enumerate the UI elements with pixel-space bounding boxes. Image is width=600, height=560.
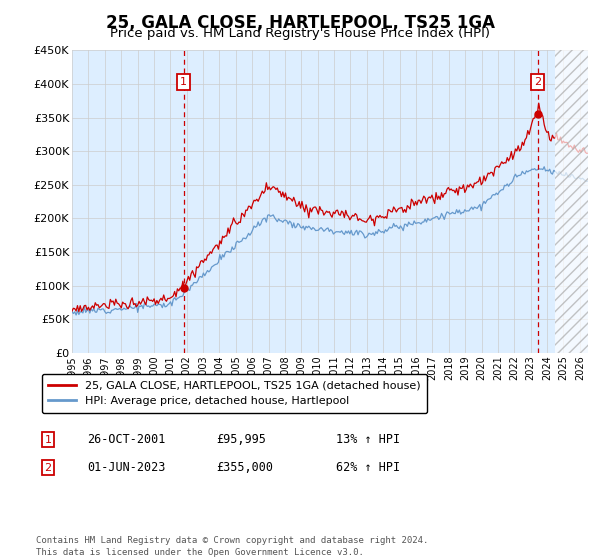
Text: 1: 1: [180, 77, 187, 87]
Text: 2: 2: [44, 463, 52, 473]
Text: Contains HM Land Registry data © Crown copyright and database right 2024.
This d: Contains HM Land Registry data © Crown c…: [36, 536, 428, 557]
Text: 2: 2: [534, 77, 541, 87]
Text: 62% ↑ HPI: 62% ↑ HPI: [336, 461, 400, 474]
Text: £95,995: £95,995: [216, 433, 266, 446]
Text: £355,000: £355,000: [216, 461, 273, 474]
Text: 13% ↑ HPI: 13% ↑ HPI: [336, 433, 400, 446]
Text: 1: 1: [44, 435, 52, 445]
Text: Price paid vs. HM Land Registry's House Price Index (HPI): Price paid vs. HM Land Registry's House …: [110, 27, 490, 40]
Text: 01-JUN-2023: 01-JUN-2023: [87, 461, 166, 474]
Legend: 25, GALA CLOSE, HARTLEPOOL, TS25 1GA (detached house), HPI: Average price, detac: 25, GALA CLOSE, HARTLEPOOL, TS25 1GA (de…: [41, 374, 427, 413]
Bar: [555, 50, 588, 353]
Text: 25, GALA CLOSE, HARTLEPOOL, TS25 1GA: 25, GALA CLOSE, HARTLEPOOL, TS25 1GA: [106, 14, 494, 32]
Text: 26-OCT-2001: 26-OCT-2001: [87, 433, 166, 446]
